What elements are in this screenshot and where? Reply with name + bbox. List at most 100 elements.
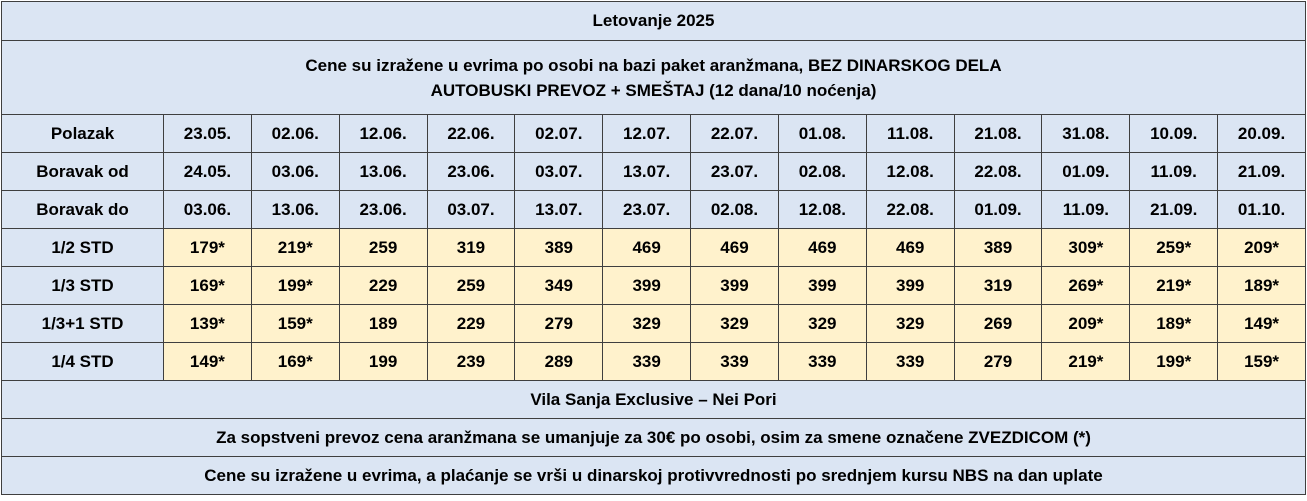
price-cell: 199*	[1129, 342, 1219, 381]
price-cell: 469	[865, 228, 955, 267]
date-cell: 02.06.	[250, 114, 340, 153]
price-cell: 219*	[250, 228, 340, 267]
date-cell: 23.05.	[163, 114, 252, 153]
date-cell: 03.06.	[250, 152, 340, 191]
row-label: Boravak do	[1, 190, 164, 229]
schedule-row: Boravak do 03.06. 13.06. 23.06. 03.07. 13.07.…	[1, 190, 1306, 229]
own-transport-note-row: Za sopstveni prevoz cena aranžmana se um…	[1, 418, 1306, 457]
date-cell: 10.09.	[1129, 114, 1219, 153]
price-section: 1/2 STD 179* 219* 259 319 389 469 469 469 469 389 3…	[1, 228, 1306, 381]
payment-note-row: Cene su izražene u evrima, a plaćanje se…	[1, 456, 1306, 495]
price-cell: 229	[338, 266, 428, 305]
price-cell: 339	[602, 342, 692, 381]
date-cell: 21.09.	[1129, 190, 1219, 229]
price-row: 1/3 STD 169* 199* 229 259 349 399 399 399 399 319 2…	[1, 266, 1306, 305]
price-cell: 339	[777, 342, 867, 381]
price-cell: 149*	[1217, 304, 1306, 343]
row-label: Boravak od	[1, 152, 164, 191]
date-cell: 13.07.	[514, 190, 604, 229]
price-cell: 389	[953, 228, 1043, 267]
date-cell: 23.07.	[690, 152, 779, 191]
price-cell: 329	[865, 304, 955, 343]
price-cell: 189*	[1129, 304, 1219, 343]
price-cell: 329	[777, 304, 867, 343]
date-cell: 01.09.	[1041, 152, 1131, 191]
price-cell: 469	[690, 228, 779, 267]
price-cell: 219*	[1041, 342, 1131, 381]
row-label: Polazak	[1, 114, 164, 153]
date-cell: 12.06.	[338, 114, 428, 153]
date-cell: 12.08.	[777, 190, 867, 229]
date-cell: 11.09.	[1129, 152, 1219, 191]
price-cell: 279	[514, 304, 604, 343]
price-cell: 159*	[250, 304, 340, 343]
price-cell: 469	[602, 228, 692, 267]
price-cell: 199	[338, 342, 428, 381]
date-cell: 03.06.	[163, 190, 252, 229]
price-cell: 329	[602, 304, 692, 343]
price-cell: 339	[690, 342, 779, 381]
price-cell: 389	[514, 228, 604, 267]
own-transport-note: Za sopstveni prevoz cena aranžmana se um…	[1, 418, 1306, 457]
schedule-row: Polazak 23.05. 02.06. 12.06. 22.06. 02.07. 12.…	[1, 114, 1306, 153]
price-cell: 199*	[250, 266, 340, 305]
row-label: 1/3 STD	[1, 266, 164, 305]
price-cell: 399	[690, 266, 779, 305]
price-cell: 219*	[1129, 266, 1219, 305]
date-cell: 02.07.	[514, 114, 604, 153]
price-cell: 139*	[163, 304, 252, 343]
date-cell: 01.10.	[1217, 190, 1306, 229]
price-cell: 399	[865, 266, 955, 305]
property-name: Vila Sanja Exclusive – Nei Pori	[1, 380, 1306, 419]
date-cell: 02.08.	[690, 190, 779, 229]
date-cell: 13.06.	[250, 190, 340, 229]
date-cell: 23.06.	[338, 190, 428, 229]
date-cell: 12.08.	[865, 152, 955, 191]
date-cell: 22.06.	[426, 114, 516, 153]
price-cell: 259*	[1129, 228, 1219, 267]
price-cell: 269*	[1041, 266, 1131, 305]
price-cell: 399	[602, 266, 692, 305]
date-cell: 22.08.	[953, 152, 1043, 191]
price-cell: 469	[777, 228, 867, 267]
price-cell: 229	[426, 304, 516, 343]
row-label: 1/4 STD	[1, 342, 164, 381]
date-cell: 23.07.	[602, 190, 692, 229]
date-cell: 11.09.	[1041, 190, 1131, 229]
date-cell: 02.08.	[777, 152, 867, 191]
date-cell: 20.09.	[1217, 114, 1306, 153]
date-cell: 22.08.	[865, 190, 955, 229]
info-cell: Cene su izražene u evrima po osobi na ba…	[1, 40, 1306, 115]
title-row: Letovanje 2025	[1, 1, 1306, 41]
date-cell: 12.07.	[602, 114, 692, 153]
price-cell: 209*	[1041, 304, 1131, 343]
date-cell: 11.08.	[865, 114, 955, 153]
price-cell: 169*	[250, 342, 340, 381]
price-cell: 309*	[1041, 228, 1131, 267]
price-cell: 169*	[163, 266, 252, 305]
schedule-section: Polazak 23.05. 02.06. 12.06. 22.06. 02.07. 12.…	[1, 114, 1306, 229]
price-row: 1/4 STD 149* 169* 199 239 289 339 339 339 339 279 2…	[1, 342, 1306, 381]
date-cell: 24.05.	[163, 152, 252, 191]
price-cell: 319	[953, 266, 1043, 305]
price-cell: 259	[338, 228, 428, 267]
price-cell: 269	[953, 304, 1043, 343]
price-cell: 189*	[1217, 266, 1306, 305]
property-row: Vila Sanja Exclusive – Nei Pori	[1, 380, 1306, 419]
date-cell: 13.06.	[338, 152, 428, 191]
price-row: 1/3+1 STD 139* 159* 189 229 279 329 329 329 329 26…	[1, 304, 1306, 343]
date-cell: 21.09.	[1217, 152, 1306, 191]
price-cell: 159*	[1217, 342, 1306, 381]
price-cell: 239	[426, 342, 516, 381]
price-cell: 399	[777, 266, 867, 305]
info-row: Cene su izražene u evrima po osobi na ba…	[1, 40, 1306, 115]
price-cell: 279	[953, 342, 1043, 381]
price-cell: 179*	[163, 228, 252, 267]
date-cell: 03.07.	[514, 152, 604, 191]
schedule-row: Boravak od 24.05. 03.06. 13.06. 23.06. 03.07.…	[1, 152, 1306, 191]
price-cell: 259	[426, 266, 516, 305]
date-cell: 03.07.	[426, 190, 516, 229]
date-cell: 21.08.	[953, 114, 1043, 153]
price-cell: 329	[690, 304, 779, 343]
